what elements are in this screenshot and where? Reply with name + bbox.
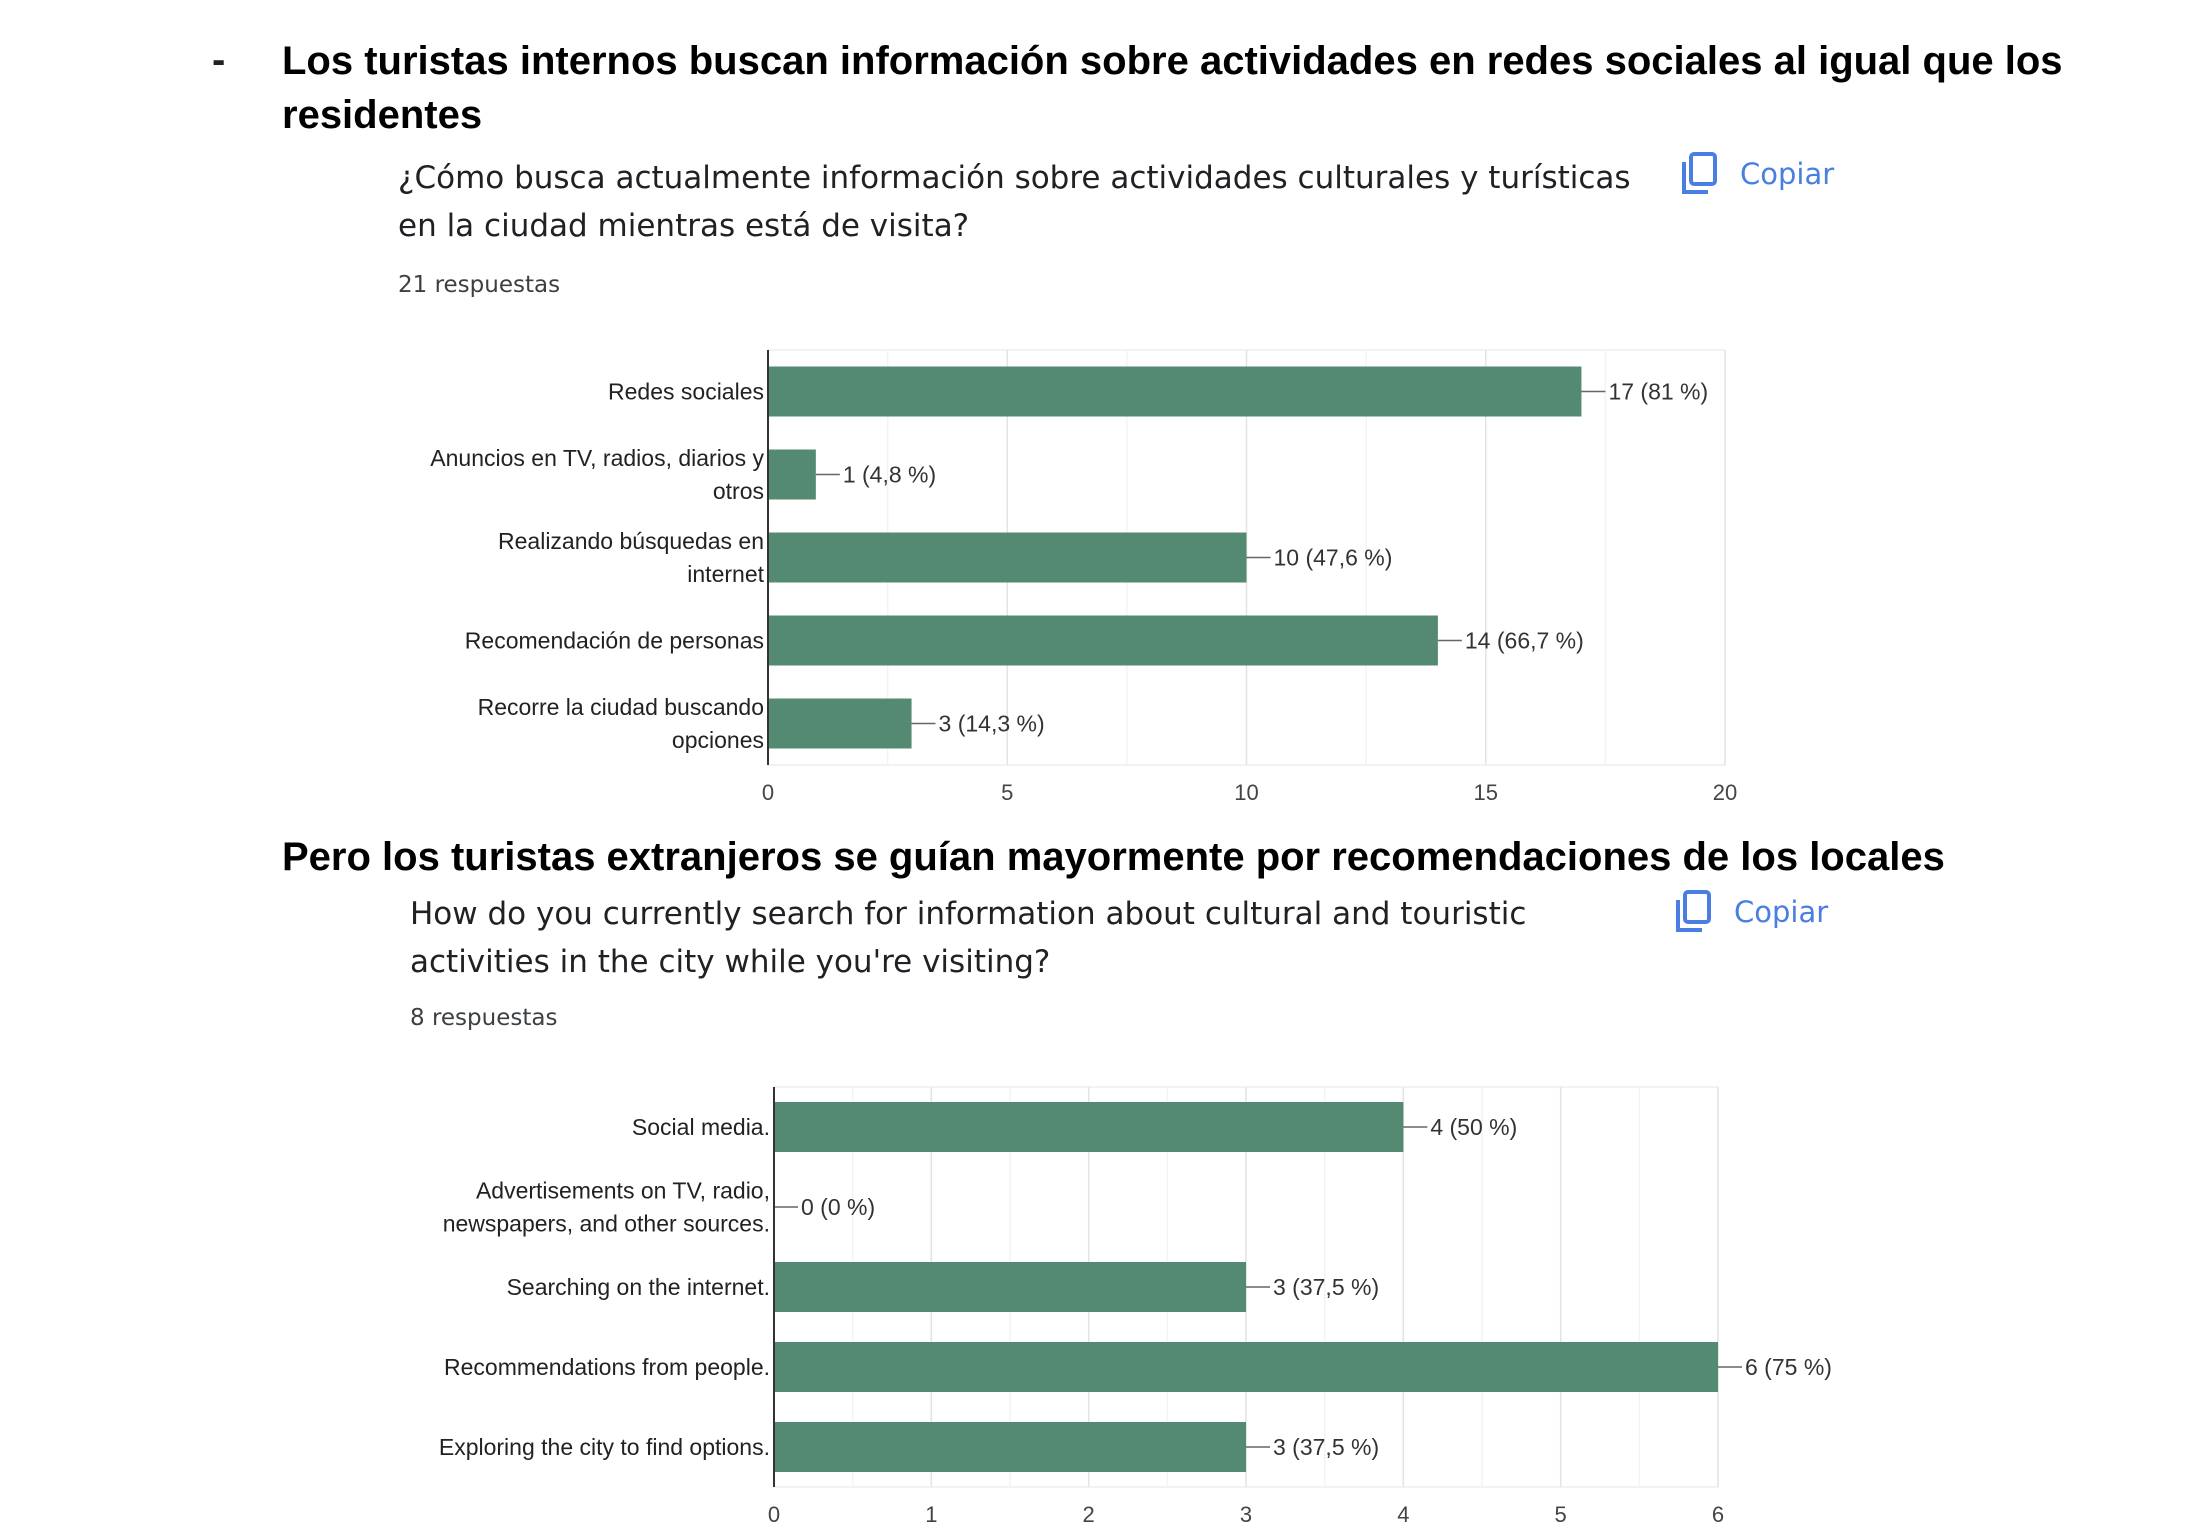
- data-label: 14 (66,7 %): [1465, 628, 1584, 654]
- data-label: 1 (4,8 %): [843, 462, 936, 488]
- bullet-dash: -: [212, 38, 226, 82]
- data-label: 10 (47,6 %): [1274, 545, 1393, 571]
- data-label: 3 (37,5 %): [1273, 1434, 1379, 1460]
- data-label: 6 (75 %): [1745, 1354, 1832, 1380]
- x-tick-label: 20: [1713, 780, 1737, 805]
- data-label: 0 (0 %): [801, 1194, 875, 1220]
- bar: [774, 1342, 1718, 1392]
- data-label: 4 (50 %): [1430, 1114, 1517, 1140]
- category-label: Recomendación de personas: [465, 628, 764, 654]
- category-label: Anuncios en TV, radios, diarios y: [430, 445, 764, 471]
- copy-button-1[interactable]: Copiar: [1680, 152, 1834, 196]
- data-label: 3 (14,3 %): [939, 711, 1045, 737]
- copy-icon: [1676, 890, 1711, 932]
- bar: [774, 1102, 1404, 1152]
- bar: [774, 1262, 1246, 1312]
- copy-label: Copiar: [1734, 895, 1829, 929]
- category-label: Searching on the internet.: [507, 1274, 770, 1300]
- bar: [768, 532, 1247, 583]
- category-label: newspapers, and other sources.: [443, 1211, 770, 1237]
- x-tick-label: 5: [1555, 1502, 1567, 1527]
- x-tick-label: 15: [1474, 780, 1498, 805]
- response-count-1: 21 respuestas: [398, 272, 561, 298]
- copy-label: Copiar: [1740, 157, 1835, 191]
- data-label: 3 (37,5 %): [1273, 1274, 1379, 1300]
- bar: [768, 698, 912, 749]
- category-label: Realizando búsquedas en: [498, 528, 764, 554]
- bar: [774, 1422, 1246, 1472]
- x-tick-label: 0: [762, 780, 774, 805]
- category-label: otros: [713, 478, 764, 504]
- copy-icon: [1682, 152, 1717, 194]
- category-label: Social media.: [632, 1114, 770, 1140]
- x-tick-label: 10: [1234, 780, 1258, 805]
- bar: [768, 449, 816, 500]
- x-tick-label: 2: [1083, 1502, 1095, 1527]
- question-title-1: ¿Cómo busca actualmente información sobr…: [398, 160, 1631, 244]
- x-tick-label: 6: [1712, 1502, 1724, 1527]
- category-label: Advertisements on TV, radio,: [476, 1178, 770, 1204]
- bar-chart-domestic: 0 5 10 15 20 17 (81 %) Redes sociales 1 (4,8 %)…: [430, 349, 1737, 805]
- category-label: opciones: [672, 727, 764, 753]
- category-label: Recorre la ciudad buscando: [478, 694, 764, 720]
- data-label: 17 (81 %): [1608, 379, 1708, 405]
- x-tick-label: 5: [1001, 780, 1013, 805]
- category-label: Redes sociales: [608, 379, 764, 405]
- question-title-2: How do you currently search for informat…: [410, 896, 1527, 980]
- x-tick-label: 1: [925, 1502, 937, 1527]
- x-tick-label: 0: [768, 1502, 780, 1527]
- category-label: internet: [687, 561, 764, 587]
- x-tick-label: 3: [1240, 1502, 1252, 1527]
- bar: [768, 366, 1582, 417]
- bar: [768, 615, 1438, 666]
- headline-foreign-tourists: Pero los turistas extranjeros se guían m…: [282, 835, 1945, 879]
- category-label: Recommendations from people.: [444, 1354, 770, 1380]
- headline-domestic-tourists: Los turistas internos buscan información…: [282, 39, 2063, 137]
- copy-button-2[interactable]: Copiar: [1674, 890, 1828, 934]
- response-count-2: 8 respuestas: [410, 1005, 558, 1031]
- x-tick-label: 4: [1397, 1502, 1409, 1527]
- category-label: Exploring the city to find options.: [439, 1434, 770, 1460]
